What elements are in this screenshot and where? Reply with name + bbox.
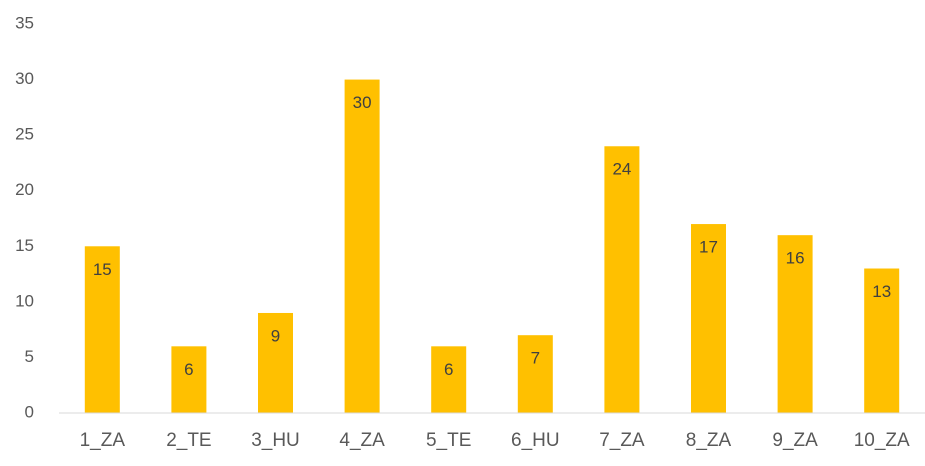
bar: [691, 224, 726, 413]
data-label: 6: [444, 360, 453, 379]
x-tick-label: 7_ZA: [599, 430, 645, 451]
data-label: 7: [531, 349, 540, 368]
y-tick-label: 10: [15, 291, 34, 310]
data-label: 9: [271, 326, 280, 345]
data-label: 6: [184, 360, 193, 379]
data-label: 17: [699, 238, 718, 257]
y-tick-label: 35: [15, 13, 34, 32]
bar: [258, 312, 293, 413]
x-tick-label: 3_HU: [251, 430, 300, 451]
data-label: 15: [93, 260, 112, 279]
y-tick-label: 15: [15, 236, 34, 255]
x-tick-label: 10_ZA: [854, 430, 910, 451]
data-label: 16: [786, 249, 805, 268]
y-tick-label: 25: [15, 125, 34, 144]
data-label: 24: [612, 160, 631, 179]
bar: [84, 246, 120, 413]
y-tick-label: 5: [25, 347, 34, 366]
x-tick-label: 4_ZA: [339, 430, 385, 451]
y-tick-label: 30: [15, 69, 34, 88]
bar: [604, 146, 640, 413]
bar: [864, 268, 900, 413]
data-label: 13: [872, 282, 891, 301]
x-tick-label: 6_HU: [511, 430, 560, 451]
bar: [517, 335, 553, 413]
x-tick-label: 5_TE: [426, 430, 471, 451]
bar: [171, 346, 207, 413]
data-label: 30: [353, 93, 372, 112]
y-tick-label: 20: [15, 180, 34, 199]
x-tick-label: 8_ZA: [686, 430, 732, 451]
x-tick-label: 9_ZA: [772, 430, 818, 451]
x-tick-label: 1_ZA: [80, 430, 126, 451]
bar: [344, 79, 380, 414]
bar: [431, 346, 467, 413]
x-tick-label: 2_TE: [166, 430, 211, 451]
y-tick-label: 0: [25, 402, 34, 421]
bar: [777, 235, 813, 413]
